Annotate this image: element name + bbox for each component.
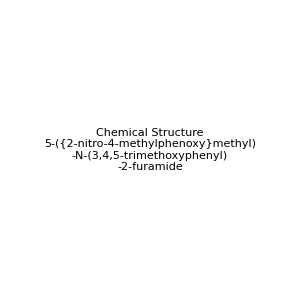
Text: Chemical Structure
5-({2-nitro-4-methylphenoxy}methyl)
-N-(3,4,5-trimethoxypheny: Chemical Structure 5-({2-nitro-4-methylp…	[44, 128, 256, 172]
